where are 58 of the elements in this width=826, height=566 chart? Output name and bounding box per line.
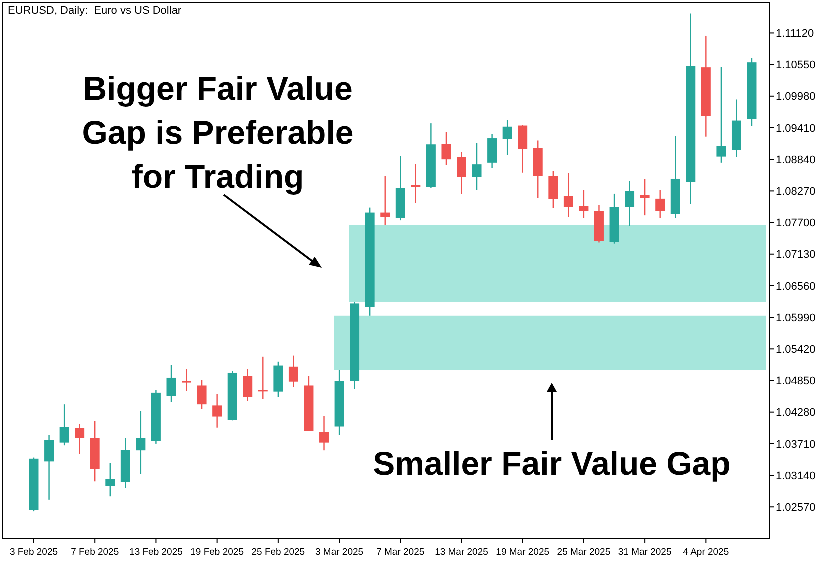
candlestick: [320, 416, 329, 452]
candlestick: [212, 393, 222, 428]
x-tick-label: 19 Feb 2025: [190, 547, 244, 558]
y-tick-label: 1.02570: [776, 502, 816, 514]
candlestick: [457, 152, 466, 196]
candlestick: [625, 180, 635, 227]
x-tick-label: 31 Mar 2025: [618, 547, 672, 558]
candlestick: [166, 364, 176, 403]
y-tick-label: 1.03710: [776, 438, 816, 451]
x-tick-label: 25 Feb 2025: [252, 547, 306, 558]
y-tick-label: 1.07700: [776, 218, 816, 230]
x-tick-label: 7 Mar 2025: [376, 547, 425, 558]
candlestick: [380, 176, 390, 226]
candlestick: [518, 124, 528, 174]
candlestick: [716, 66, 726, 164]
candlestick: [106, 462, 116, 498]
x-tick-label: 3 Mar 2025: [316, 547, 364, 558]
y-tick-label: 1.04280: [776, 407, 816, 420]
x-tick-label: 4 Apr 2025: [683, 547, 730, 558]
y-tick-label: 1.06560: [776, 280, 816, 293]
candlestick: [136, 410, 146, 476]
y-tick-label: 1.05990: [776, 312, 816, 324]
x-tick-label: 13 Feb 2025: [130, 547, 183, 558]
y-tick-label: 1.07130: [776, 249, 816, 262]
candlestick: [60, 404, 70, 446]
chart-title: EURUSD, Daily: Euro vs US Dollar: [8, 5, 182, 17]
y-tick-label: 1.08270: [776, 186, 816, 198]
y-tick-label: 1.05420: [776, 344, 816, 356]
y-tick-label: 1.10550: [776, 60, 816, 72]
candlestick: [640, 178, 650, 216]
candlestick: [564, 172, 574, 218]
annotation: Bigger Fair Value Gap is Preferable for Trading: [82, 70, 354, 195]
candlestick: [258, 356, 268, 400]
y-tick-label: 1.03140: [776, 470, 816, 482]
x-tick-label: 25 Mar 2025: [557, 547, 611, 558]
x-tick-label: 19 Mar 2025: [496, 547, 550, 558]
x-tick-label: 3 Feb 2025: [10, 547, 58, 558]
y-tick-label: 1.08840: [776, 154, 816, 166]
x-tick-label: 7 Feb 2025: [71, 547, 120, 558]
candlestick: [75, 423, 85, 456]
candlestick: [411, 163, 421, 204]
y-tick-label: 1.09410: [776, 122, 816, 135]
x-tick-label: 13 Mar 2025: [435, 547, 488, 558]
candlestick: [197, 380, 207, 410]
candlestick: [288, 355, 298, 388]
candlestick: [44, 434, 54, 501]
y-tick-label: 1.04850: [776, 376, 816, 388]
y-tick-label: 1.11120: [776, 28, 814, 40]
candlestick: [656, 189, 666, 219]
candlestick: [182, 368, 192, 392]
candlestick: [502, 120, 512, 156]
candlestick: [548, 170, 558, 209]
y-tick-label: 1.09980: [776, 91, 816, 104]
candlestick: [243, 368, 253, 402]
candlestick: [442, 132, 452, 166]
candlestick: [472, 142, 482, 191]
candlestick: [579, 189, 589, 219]
annotation: Smaller Fair Value Gap: [373, 445, 731, 482]
